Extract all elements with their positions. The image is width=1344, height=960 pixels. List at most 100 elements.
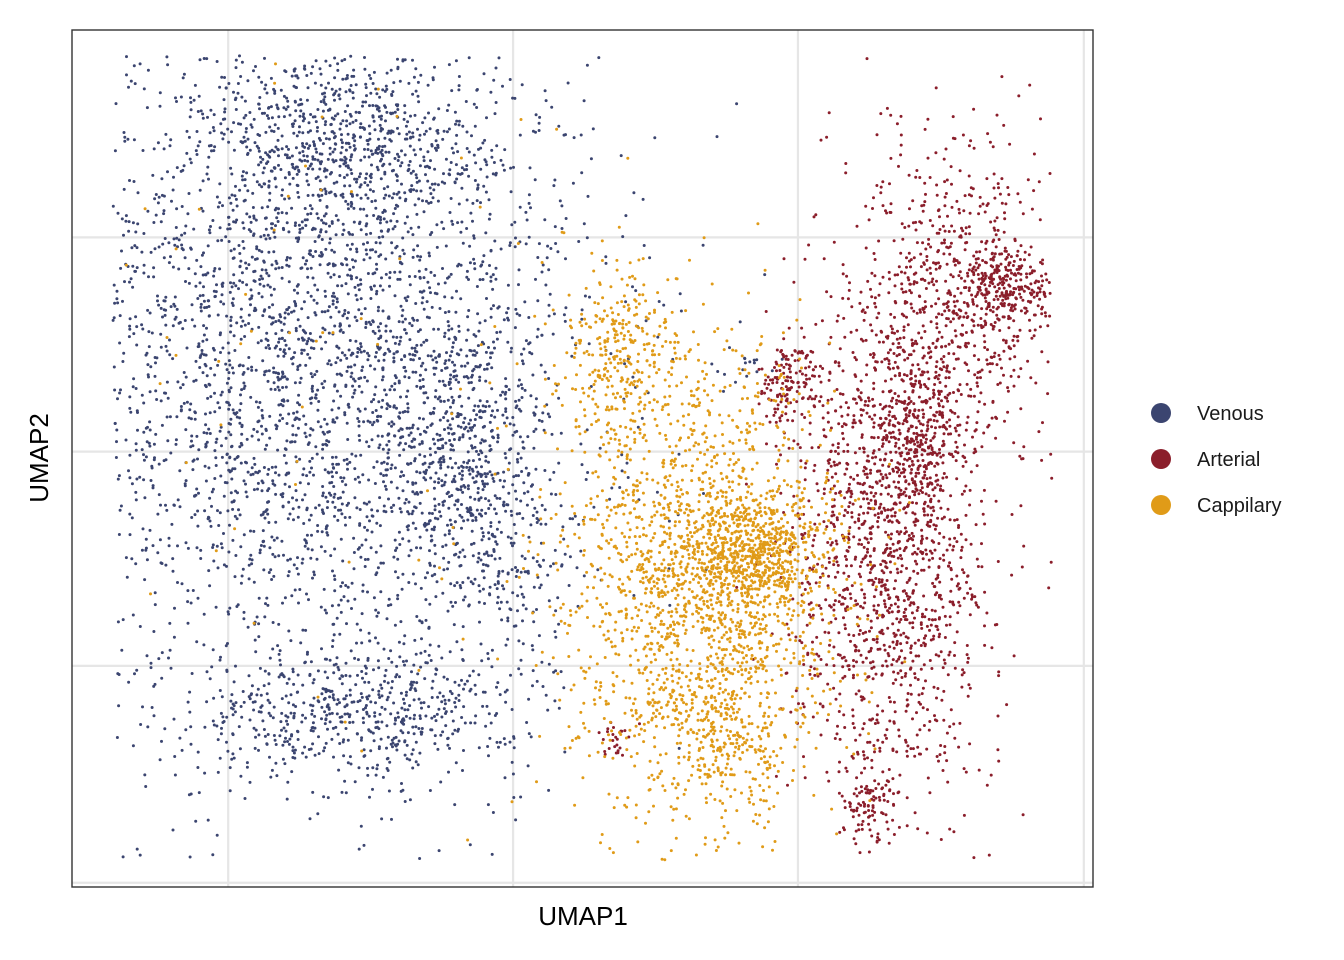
data-point — [536, 256, 540, 259]
data-point — [365, 502, 369, 506]
data-point — [535, 679, 539, 683]
data-point — [343, 413, 347, 417]
data-point — [459, 425, 463, 429]
data-point — [206, 271, 210, 275]
data-point — [135, 409, 139, 413]
data-point — [544, 99, 548, 103]
data-point — [477, 556, 481, 560]
data-point — [558, 199, 562, 203]
data-point — [393, 434, 397, 438]
data-point — [274, 145, 278, 149]
data-point — [122, 187, 126, 191]
data-point — [399, 510, 403, 514]
data-point — [319, 425, 323, 429]
data-point — [253, 746, 257, 750]
data-point — [488, 736, 492, 740]
data-point — [395, 406, 398, 410]
data-point — [559, 431, 563, 435]
data-point — [156, 201, 160, 205]
data-point — [495, 740, 499, 744]
data-point — [306, 443, 310, 446]
data-point — [382, 504, 386, 508]
data-point — [924, 608, 928, 611]
data-point — [274, 206, 278, 210]
data-point — [313, 311, 317, 315]
data-point — [287, 742, 291, 746]
data-point — [325, 713, 329, 717]
data-point — [367, 714, 371, 718]
data-point — [428, 411, 432, 415]
data-point — [369, 700, 373, 704]
data-point — [422, 276, 426, 280]
data-point — [211, 719, 215, 723]
data-point — [202, 353, 206, 357]
data-point — [345, 243, 349, 247]
data-point — [260, 432, 264, 436]
data-point — [454, 761, 458, 765]
data-point — [484, 497, 487, 501]
data-point — [382, 460, 386, 464]
data-point — [134, 269, 137, 273]
data-point — [288, 156, 292, 160]
data-point — [441, 444, 445, 448]
data-point — [353, 363, 357, 367]
data-point — [377, 666, 381, 670]
data-point — [473, 423, 476, 427]
data-point — [453, 363, 457, 367]
data-point — [402, 701, 406, 705]
data-point — [267, 369, 271, 373]
data-point — [389, 712, 393, 716]
data-point — [411, 255, 415, 259]
data-point — [131, 221, 135, 225]
data-point — [527, 201, 531, 205]
data-point — [469, 687, 473, 691]
data-point — [365, 712, 369, 716]
data-point — [219, 122, 223, 126]
data-point — [389, 603, 393, 607]
data-point — [335, 702, 339, 706]
data-point — [342, 738, 346, 742]
data-point — [268, 656, 272, 660]
data-point — [220, 444, 223, 448]
data-point — [491, 811, 495, 814]
data-point — [518, 512, 522, 515]
data-point — [526, 435, 530, 439]
data-point — [380, 148, 384, 152]
data-point — [226, 509, 230, 513]
data-point — [488, 264, 491, 267]
data-point — [171, 557, 175, 561]
data-point — [211, 487, 215, 491]
data-point — [475, 88, 479, 92]
data-point — [468, 843, 472, 847]
data-point — [390, 420, 394, 424]
data-point — [337, 346, 341, 350]
data-point — [465, 269, 469, 273]
data-point — [319, 83, 323, 87]
data-point — [448, 495, 451, 499]
data-point — [276, 375, 280, 379]
data-point — [374, 87, 378, 91]
data-point — [528, 341, 532, 345]
data-point — [418, 133, 422, 137]
data-point — [465, 164, 469, 168]
data-point — [423, 132, 426, 136]
data-point — [197, 448, 201, 452]
data-point — [465, 130, 469, 134]
data-point — [497, 572, 501, 575]
data-point — [293, 756, 297, 760]
data-point — [898, 345, 902, 349]
data-point — [305, 474, 309, 478]
data-point — [301, 256, 305, 260]
data-point — [797, 702, 800, 706]
data-point — [531, 684, 534, 688]
data-point — [380, 461, 384, 465]
data-point — [333, 384, 337, 388]
data-point — [416, 254, 420, 258]
data-point — [272, 366, 276, 370]
data-point — [504, 377, 508, 381]
data-point — [343, 309, 347, 312]
data-point — [579, 442, 583, 446]
data-point — [340, 145, 344, 149]
data-point — [535, 560, 539, 563]
data-point — [276, 147, 280, 151]
